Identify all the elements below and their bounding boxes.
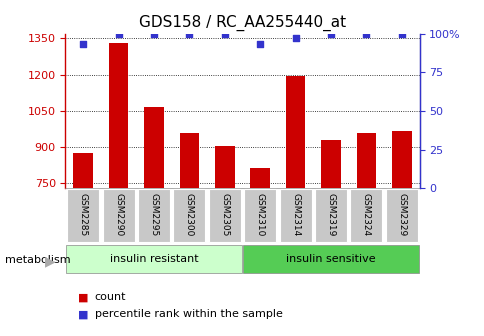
Text: ▶: ▶ [45, 254, 56, 268]
Point [79, 42, 87, 47]
Text: GSM2324: GSM2324 [361, 193, 370, 236]
Bar [250, 168, 270, 336]
Bar [285, 76, 305, 336]
Bar [244, 189, 275, 243]
Text: GSM2300: GSM2300 [184, 193, 194, 236]
Bar [179, 133, 199, 336]
Text: GSM2310: GSM2310 [255, 193, 264, 236]
Bar [73, 153, 93, 336]
Text: GSM2319: GSM2319 [326, 193, 335, 236]
Bar [108, 43, 128, 336]
Bar [138, 189, 169, 243]
Bar [315, 189, 346, 243]
Text: insulin resistant: insulin resistant [109, 254, 198, 264]
Point [362, 31, 369, 36]
Bar [67, 189, 99, 243]
Point [114, 31, 122, 36]
Text: ■: ■ [77, 309, 88, 319]
Text: metabolism: metabolism [5, 255, 70, 265]
Point [185, 31, 193, 36]
Point [150, 31, 157, 36]
Point [220, 31, 228, 36]
Point [256, 42, 263, 47]
Text: count: count [94, 292, 126, 302]
Bar [279, 189, 311, 243]
Bar [173, 189, 205, 243]
Text: percentile rank within the sample: percentile rank within the sample [94, 309, 282, 319]
Bar [391, 131, 411, 336]
Bar [350, 189, 381, 243]
Text: GSM2329: GSM2329 [396, 193, 406, 236]
Bar [214, 146, 234, 336]
Text: GSM2285: GSM2285 [78, 193, 88, 236]
Text: ■: ■ [77, 292, 88, 302]
Bar [320, 140, 340, 336]
Text: GSM2314: GSM2314 [290, 193, 300, 236]
Bar [356, 133, 376, 336]
Point [291, 36, 299, 41]
Text: insulin sensitive: insulin sensitive [286, 254, 375, 264]
Text: GSM2295: GSM2295 [149, 193, 158, 236]
Text: GSM2290: GSM2290 [114, 193, 123, 236]
Point [326, 31, 334, 36]
Bar [385, 189, 417, 243]
Point [397, 31, 405, 36]
Bar [144, 107, 164, 336]
Bar [66, 245, 242, 273]
Bar [242, 245, 418, 273]
Bar [209, 189, 240, 243]
Bar [103, 189, 134, 243]
Text: GSM2305: GSM2305 [220, 193, 229, 236]
Title: GDS158 / RC_AA255440_at: GDS158 / RC_AA255440_at [138, 15, 346, 31]
